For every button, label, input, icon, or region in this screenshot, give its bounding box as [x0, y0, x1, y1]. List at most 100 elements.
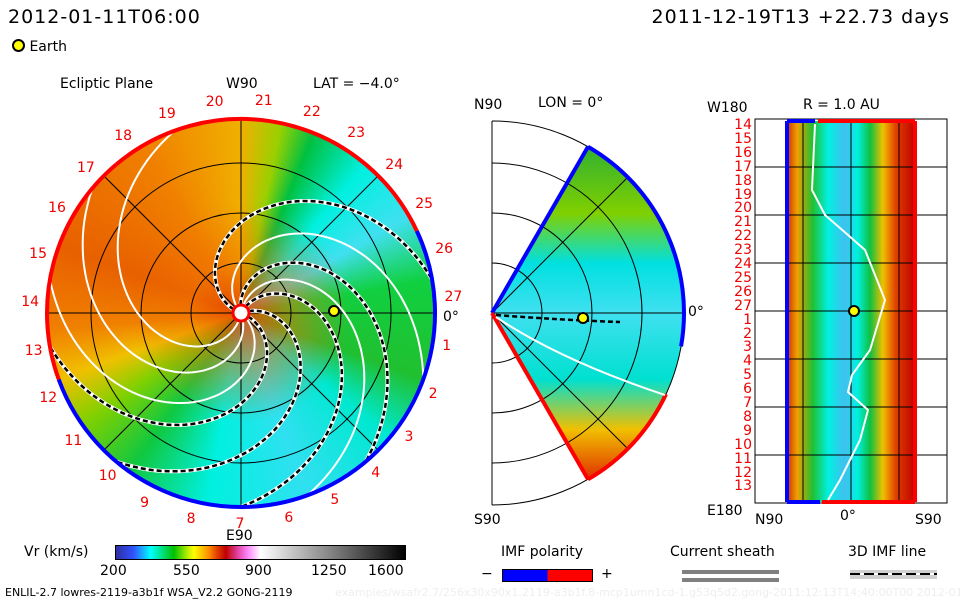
- lat-label: LAT = −4.0°: [313, 76, 400, 92]
- imf-line-label: 3D IMF line: [848, 544, 927, 560]
- shell-x-label-s90: S90: [915, 512, 942, 528]
- ecliptic-title: Ecliptic Plane: [60, 76, 154, 92]
- n90-label: N90: [474, 97, 503, 113]
- shell-y-label: 16: [734, 144, 752, 161]
- w90-label: W90: [226, 76, 258, 92]
- shell-y-label: 8: [743, 408, 752, 425]
- shell-y-label: 14: [734, 117, 752, 133]
- carrington-label: 8: [186, 510, 196, 527]
- colorbar-label: Vr (km/s): [24, 544, 89, 560]
- carrington-label: 17: [76, 160, 95, 177]
- shell-y-label: 4: [743, 353, 752, 370]
- imf-line: [48, 315, 269, 427]
- carrington-label: 4: [371, 464, 381, 481]
- grid-line: [491, 176, 629, 314]
- shell-x-label-0: 0°: [840, 508, 856, 524]
- grid-line: [491, 312, 629, 450]
- polarity-rim: [56, 230, 437, 509]
- carrington-label: 18: [114, 128, 133, 145]
- imf-line: [239, 261, 389, 463]
- carrington-label: 20: [205, 93, 224, 110]
- shell-y-label: 1: [743, 311, 752, 328]
- imf-line: [240, 292, 344, 509]
- current-sheath-line: [242, 278, 366, 497]
- shell-y-label: 20: [734, 200, 752, 217]
- carrington-label: 14: [21, 294, 40, 311]
- imf-line-halo: [238, 260, 390, 463]
- current-sheath-label: Current sheath: [670, 544, 775, 560]
- earth-marker-icon: [328, 305, 340, 317]
- polarity-plus: +: [601, 566, 613, 582]
- carrington-label: 23: [347, 125, 366, 142]
- polarity-bar: [502, 569, 593, 582]
- shell-y-label: 23: [734, 242, 752, 259]
- shell-title: R = 1.0 AU: [803, 97, 880, 113]
- colorbar-tick: 550: [173, 563, 200, 579]
- shell-y-label: 10: [734, 436, 752, 453]
- model-time: 2012-01-11T06:00: [8, 6, 201, 28]
- shell-y-label: 6: [743, 381, 752, 398]
- carrington-label: 2: [428, 385, 438, 402]
- carrington-label: 1: [442, 338, 452, 355]
- carrington-label: 10: [98, 468, 117, 485]
- footer-path: examples/wsafr2.7/256x30x90x1.2119-a3b1f…: [335, 586, 960, 599]
- current-sheath-swatch: [682, 570, 779, 574]
- lon-label: LON = 0°: [538, 95, 604, 111]
- current-sheath-line: [810, 123, 887, 501]
- carrington-label: 6: [284, 509, 294, 526]
- polarity-edge: [490, 312, 590, 481]
- e180-label: E180: [707, 503, 743, 519]
- shell-y-label: 5: [743, 367, 752, 384]
- shell-y-label: 3: [743, 339, 752, 356]
- earth-marker-icon: [577, 312, 589, 324]
- footer-run-id: ENLIL-2.7 lowres-2119-a3b1f WSA_V2.2 GON…: [5, 586, 293, 599]
- carrington-label: 9: [140, 494, 150, 511]
- carrington-label: 25: [415, 195, 434, 212]
- shell-y-label: 15: [734, 130, 752, 147]
- colorbar-tick: 1250: [311, 563, 347, 579]
- carrington-label: 27: [444, 288, 463, 305]
- polarity-rim: [115, 117, 419, 232]
- carrington-label: 24: [385, 156, 404, 173]
- colorbar-tick: 900: [245, 563, 272, 579]
- earth-legend: Earth: [12, 39, 67, 55]
- shell-y-label: 12: [734, 464, 752, 481]
- carrington-label: 13: [24, 343, 43, 360]
- carrington-label: 3: [404, 428, 414, 445]
- sun-icon: [231, 303, 251, 323]
- shell-y-label: 18: [734, 172, 752, 189]
- colorbar-tick: 1600: [368, 563, 404, 579]
- shell-x-label-n90: N90: [755, 512, 784, 528]
- shell-y-label: 27: [734, 297, 752, 314]
- colorbar-tick: 200: [100, 563, 127, 579]
- shell-y-label: 22: [734, 228, 752, 245]
- shell-y-label: 17: [734, 158, 752, 175]
- polarity-rim: [586, 144, 686, 347]
- polarity-rim: [45, 162, 118, 381]
- carrington-label: 5: [330, 492, 340, 509]
- current-sheath-line: [116, 129, 240, 348]
- shell-y-label: 2: [743, 325, 752, 342]
- run-info: 2011-12-19T13 +22.73 days: [651, 6, 950, 28]
- carrington-label: 15: [29, 245, 47, 262]
- imf-line-swatch: [850, 570, 937, 579]
- current-sheath-line: [48, 279, 256, 404]
- ecliptic-0deg-label: 0°: [443, 309, 459, 325]
- current-sheath-line: [81, 187, 245, 374]
- carrington-label: 21: [254, 93, 273, 110]
- carrington-label: 19: [157, 105, 176, 122]
- polarity-rim: [586, 393, 668, 482]
- shell-y-label: 21: [734, 214, 752, 231]
- imf-polarity-label: IMF polarity: [501, 544, 584, 560]
- shell-y-label: 11: [734, 450, 752, 467]
- e90-label: E90: [226, 528, 253, 544]
- carrington-label: 16: [48, 200, 66, 217]
- shell-y-label: 19: [734, 186, 752, 203]
- shell-y-label: 24: [734, 256, 752, 272]
- carrington-label: 22: [302, 103, 321, 120]
- shell-y-label: 9: [743, 422, 752, 439]
- carrington-label: 12: [39, 390, 58, 407]
- shell-y-label: 13: [734, 478, 752, 495]
